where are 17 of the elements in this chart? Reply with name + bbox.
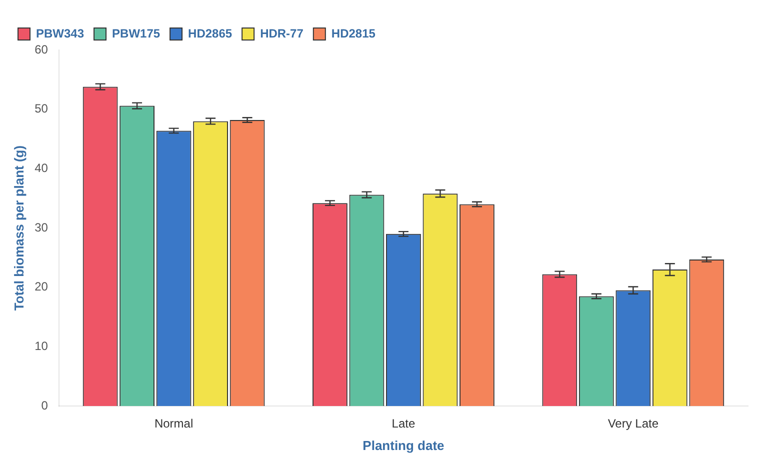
y-axis-title: Total biomass per plant (g) [11, 145, 26, 311]
x-tick-label: Very Late [608, 416, 659, 431]
y-tick-label: 30 [34, 220, 48, 234]
x-axis-title: Planting date [362, 438, 444, 453]
y-tick-label: 0 [41, 398, 48, 412]
legend-label: HDR-77 [260, 26, 304, 40]
y-tick-label: 20 [34, 280, 48, 294]
legend-label: PBW175 [112, 26, 160, 40]
legend-label: HD2865 [188, 26, 232, 40]
x-tick-label: Late [392, 416, 416, 431]
y-tick-label: 50 [34, 102, 48, 116]
y-tick-label: 40 [34, 160, 48, 175]
legend-label: HD2815 [331, 26, 376, 40]
x-tick-label: Normal [154, 416, 194, 431]
y-tick-label: 10 [34, 338, 48, 353]
y-tick-label: 60 [34, 42, 48, 56]
legend-label: PBW343 [36, 26, 84, 40]
